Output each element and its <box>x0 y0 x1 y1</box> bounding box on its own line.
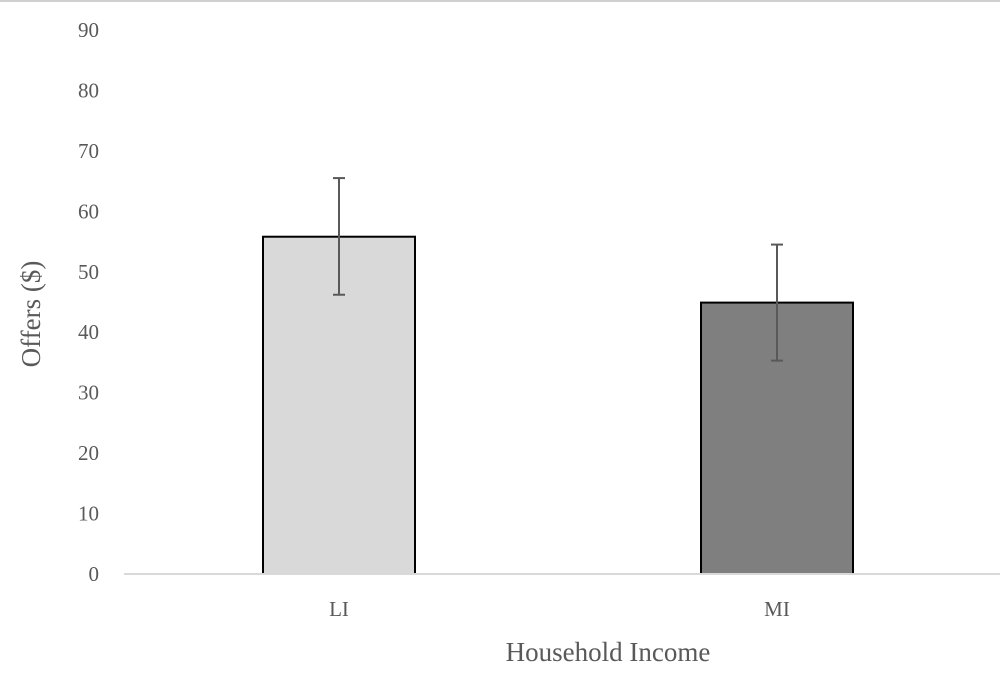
x-axis-ticks: LI MI <box>329 597 790 621</box>
y-tick-label: 10 <box>78 502 99 526</box>
y-tick-label: 70 <box>78 139 99 163</box>
y-tick-label: 0 <box>89 562 100 586</box>
y-tick-label: 20 <box>78 441 99 465</box>
y-tick-label: 80 <box>78 78 99 102</box>
error-bar-mi <box>771 243 783 362</box>
x-axis-title: Household Income <box>506 637 711 667</box>
x-tick-label: LI <box>329 597 349 621</box>
bars-group <box>262 177 854 575</box>
y-tick-label: 90 <box>78 18 99 42</box>
y-tick-label: 50 <box>78 260 99 284</box>
y-tick-label: 30 <box>78 381 99 405</box>
y-tick-label: 60 <box>78 199 99 223</box>
error-bar-li <box>333 177 345 296</box>
y-axis-ticks: 0 10 20 30 40 50 60 70 80 90 <box>78 18 99 586</box>
y-axis-title: Offers ($) <box>16 261 46 368</box>
x-tick-label: MI <box>764 597 790 621</box>
y-tick-label: 40 <box>78 320 99 344</box>
